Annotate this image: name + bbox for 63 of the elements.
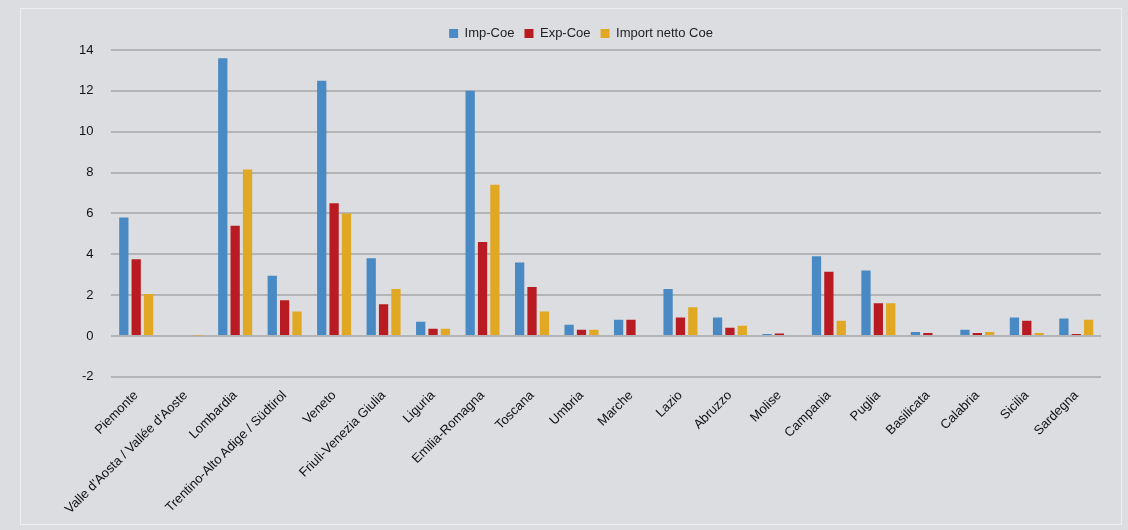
bar xyxy=(267,275,277,335)
bar xyxy=(972,332,982,335)
bar xyxy=(131,259,141,335)
bar xyxy=(663,288,673,335)
bar xyxy=(1022,320,1032,335)
bar xyxy=(824,271,834,335)
bar xyxy=(440,328,451,335)
y-tick-label: -2 xyxy=(81,368,94,384)
bar xyxy=(960,329,970,335)
bar xyxy=(613,319,624,335)
legend-label: Imp-Coe xyxy=(464,25,515,41)
bar xyxy=(515,262,525,335)
bar xyxy=(119,217,129,335)
bar xyxy=(416,321,426,335)
bar xyxy=(317,80,327,335)
bar xyxy=(1034,332,1044,335)
bar xyxy=(626,319,636,335)
bar xyxy=(923,332,933,335)
bar xyxy=(811,256,822,335)
bar xyxy=(366,258,376,335)
bar xyxy=(688,307,698,335)
bar xyxy=(589,329,599,335)
bar xyxy=(242,169,253,335)
y-tick-label: 14 xyxy=(78,41,94,57)
bar xyxy=(873,303,883,335)
bar xyxy=(279,300,290,335)
y-tick-label: 10 xyxy=(78,123,94,139)
bar xyxy=(490,184,500,335)
bar xyxy=(1083,319,1094,335)
bar xyxy=(391,288,401,335)
bar xyxy=(341,213,352,335)
y-tick-label: 6 xyxy=(86,204,94,220)
bar xyxy=(527,286,537,335)
bar xyxy=(477,242,488,335)
bar xyxy=(576,329,587,335)
bar xyxy=(737,325,747,335)
bar xyxy=(725,327,735,335)
bar xyxy=(985,331,995,335)
bar xyxy=(675,317,686,335)
bar xyxy=(292,311,302,335)
bar xyxy=(910,331,921,335)
bar xyxy=(143,294,154,335)
legend-label: Exp-Coe xyxy=(539,25,591,41)
legend-label: Import netto Coe xyxy=(616,25,713,41)
bar xyxy=(230,225,240,335)
bar xyxy=(564,324,574,335)
y-tick-label: 12 xyxy=(78,82,94,98)
bar xyxy=(836,320,846,335)
bar xyxy=(712,317,723,335)
bar xyxy=(861,270,871,335)
bar xyxy=(378,304,389,335)
y-tick-label: 8 xyxy=(86,164,94,180)
bar xyxy=(218,58,228,335)
y-tick-label: 2 xyxy=(86,286,94,302)
bar xyxy=(329,203,339,335)
bar xyxy=(1059,318,1069,335)
bar xyxy=(465,90,475,335)
bar xyxy=(1009,317,1020,335)
bar xyxy=(886,303,896,335)
bar xyxy=(428,328,438,335)
y-tick-label: 4 xyxy=(86,245,94,261)
bar xyxy=(539,311,550,335)
y-tick-label: 0 xyxy=(86,327,94,343)
